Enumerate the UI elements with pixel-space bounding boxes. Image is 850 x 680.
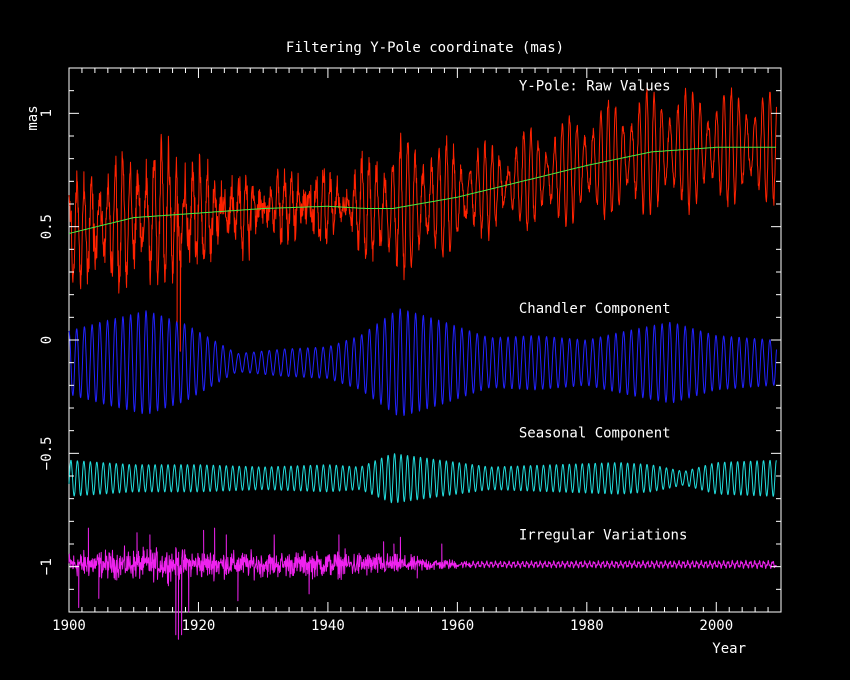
series-label-y-pole-raw-values: Y-Pole: Raw Values bbox=[519, 79, 671, 95]
x-tick-label: 1980 bbox=[570, 618, 604, 634]
x-tick-label: 1940 bbox=[311, 618, 345, 634]
y-tick-label: 0 bbox=[39, 336, 55, 344]
series-line-trend bbox=[68, 146, 777, 234]
y-tick-label: 0.5 bbox=[39, 214, 55, 239]
series-line-seasonal-component bbox=[68, 453, 777, 504]
series-line-irregular-variations bbox=[68, 527, 777, 640]
series-label-chandler-component: Chandler Component bbox=[519, 301, 671, 317]
y-tick-label: 1 bbox=[39, 109, 55, 117]
x-tick-label: 2000 bbox=[699, 618, 733, 634]
series-label-irregular-variations: Irregular Variations bbox=[519, 527, 688, 543]
series-labels: Y-Pole: Raw Values Chandler Component Seas… bbox=[519, 79, 688, 544]
y-tick-label: −1 bbox=[39, 558, 55, 575]
series-label-seasonal-component: Seasonal Component bbox=[519, 425, 671, 441]
tick-layer: 1900 1920 1940 1960 1980 2000 −1 −0.5 0 0.5 1 bbox=[39, 67, 782, 634]
x-axis-label: Year bbox=[712, 641, 746, 657]
series-line-chandler-component bbox=[68, 308, 777, 416]
x-tick-label: 1900 bbox=[52, 618, 86, 634]
x-tick-label: 1920 bbox=[182, 618, 216, 634]
y-tick-label: −0.5 bbox=[39, 436, 55, 470]
y-axis-label: mas bbox=[25, 105, 41, 130]
series-layer bbox=[68, 87, 777, 640]
chart-title: Filtering Y-Pole coordinate (mas) bbox=[286, 40, 564, 56]
series-line-y-pole-raw-values bbox=[68, 87, 777, 352]
x-tick-label: 1960 bbox=[441, 618, 475, 634]
